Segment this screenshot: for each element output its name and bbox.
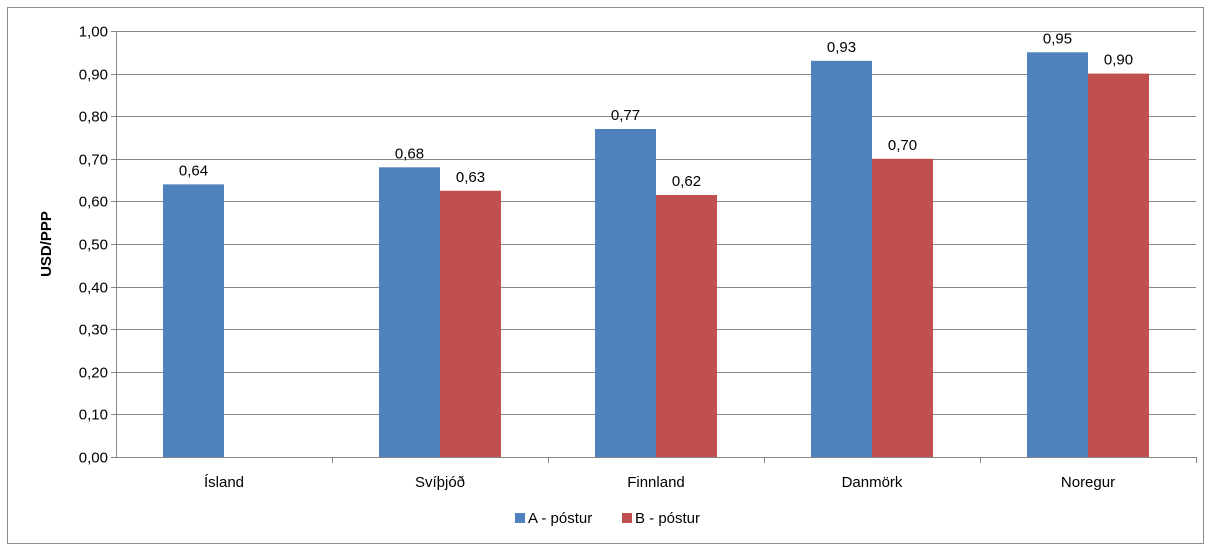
legend-swatch	[622, 513, 632, 523]
x-tick-label: Noregur	[1061, 474, 1115, 491]
legend-label: B - póstur	[635, 510, 700, 527]
x-tick-label: Svíþjóð	[415, 474, 465, 491]
data-label: 0,64	[179, 162, 208, 179]
x-tick-label: Finnland	[627, 474, 685, 491]
y-tick-label: 0,00	[79, 450, 108, 467]
data-label: 0,70	[888, 137, 917, 154]
y-tick-labels: 0,00 0,10 0,20 0,30 0,40 0,50 0,60 0,70 0,80 0,90…	[79, 24, 108, 467]
y-tick-label: 0,40	[79, 280, 108, 297]
y-tick-label: 0,70	[79, 152, 108, 169]
y-tick-label: 0,50	[79, 237, 108, 254]
data-labels: 0,64 0,68 0,63 0,77 0,62 0,93 0,70 0,95 0,90	[179, 30, 1133, 190]
x-tick-label: Danmörk	[842, 474, 903, 491]
bars	[163, 52, 1149, 458]
data-label: 0,68	[395, 145, 424, 162]
bar-a	[379, 167, 440, 457]
bar-b	[1088, 73, 1149, 457]
bar-b	[440, 190, 501, 457]
data-label: 0,93	[827, 39, 856, 56]
data-label: 0,63	[456, 169, 485, 186]
bar-a	[595, 128, 656, 458]
bar-a	[811, 60, 872, 457]
y-tick-label: 0,30	[79, 322, 108, 339]
y-tick-label: 0,20	[79, 365, 108, 382]
y-axis-title: USD/PPP	[38, 211, 55, 277]
data-label: 0,62	[672, 173, 701, 190]
legend-label: A - póstur	[528, 510, 592, 527]
bar-b	[656, 195, 717, 457]
y-tick-label: 0,10	[79, 407, 108, 424]
y-tick-label: 0,90	[79, 67, 108, 84]
bar-b	[872, 158, 933, 458]
x-axis: Ísland Svíþjóð Finnland Danmörk Noregur	[116, 457, 1197, 491]
bar-a	[163, 184, 224, 458]
legend-swatch	[515, 513, 525, 523]
data-label: 0,77	[611, 107, 640, 124]
y-tick-label: 0,60	[79, 194, 108, 211]
y-tick-label: 0,80	[79, 109, 108, 126]
data-label: 0,90	[1104, 52, 1133, 69]
x-tick-label: Ísland	[204, 474, 244, 491]
legend: A - póstur B - póstur	[515, 510, 700, 527]
data-label: 0,95	[1043, 30, 1072, 47]
bar-a	[1027, 52, 1088, 458]
y-tick-label: 1,00	[79, 24, 108, 41]
